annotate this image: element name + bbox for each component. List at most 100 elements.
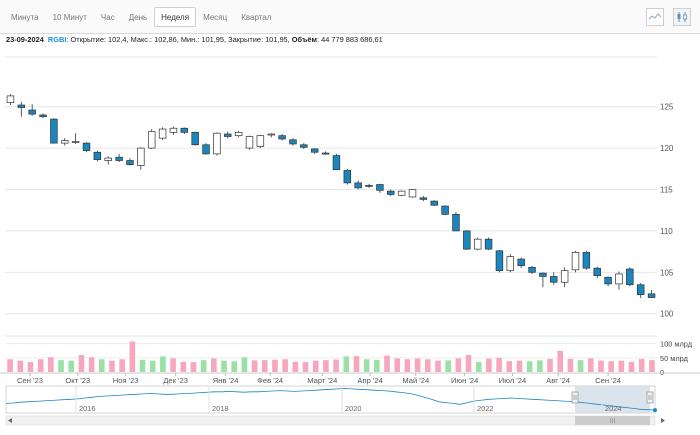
candle[interactable] [202,143,210,155]
volume-bar[interactable] [506,361,513,372]
volume-bar[interactable] [7,359,13,372]
candle[interactable] [147,129,156,149]
candle[interactable] [71,133,80,144]
candle[interactable] [473,237,482,250]
volume-bar[interactable] [302,362,309,372]
volume-bar[interactable] [27,362,34,372]
candle[interactable] [17,101,26,117]
volume-bar[interactable] [190,362,197,372]
volume-bar[interactable] [516,360,523,372]
volume-bar[interactable] [312,360,319,372]
volume-bar[interactable] [272,359,278,372]
volume-bar[interactable] [537,360,543,372]
candle[interactable] [213,132,221,156]
volume-bar[interactable] [292,361,299,372]
volume-bar[interactable] [475,362,482,372]
volume-bar[interactable] [241,357,248,372]
candle[interactable] [517,257,525,269]
volume-bar[interactable] [37,359,44,372]
candle[interactable] [50,118,58,144]
volume-bar[interactable] [333,359,339,372]
candle[interactable] [550,272,558,285]
candle[interactable] [539,272,547,288]
candle[interactable] [267,133,275,138]
volume-bar[interactable] [384,355,390,372]
candle[interactable] [256,134,265,149]
volume-bar[interactable] [98,359,105,372]
navigator-selection[interactable] [575,386,650,413]
tab-quarter[interactable]: Квартал [241,13,272,22]
candle[interactable] [93,150,102,162]
volume-bar[interactable] [261,360,268,372]
volume-bar[interactable] [608,361,614,372]
candle[interactable] [158,127,167,140]
candle[interactable] [452,211,460,232]
candle[interactable] [39,113,47,119]
volume-bar[interactable] [180,361,187,372]
navigator-left-handle[interactable] [571,391,579,404]
candle[interactable] [6,94,15,106]
candle[interactable] [593,266,601,279]
candle[interactable] [582,250,591,270]
volume-bar[interactable] [170,358,176,372]
candle[interactable] [528,265,536,274]
candle[interactable] [604,276,612,287]
volume-bar[interactable] [567,358,574,372]
volume-bar[interactable] [160,356,166,372]
tab-minute[interactable]: Минута [11,13,39,22]
scroll-right-arrow-icon[interactable] [661,418,665,423]
candle[interactable] [397,190,406,197]
candle[interactable] [321,151,330,155]
candle[interactable] [626,267,634,287]
candle[interactable] [28,104,36,116]
candle[interactable] [234,130,243,138]
tab-hour[interactable]: Час [100,13,115,22]
volume-bar[interactable] [496,357,502,372]
volume-bar[interactable] [374,359,380,372]
volume-bar[interactable] [343,356,350,372]
candle[interactable] [61,138,69,146]
candle[interactable] [636,283,645,298]
volume-bar[interactable] [211,358,217,372]
volume-bar[interactable] [88,357,95,372]
volume-bar[interactable] [598,360,604,372]
volume-bar[interactable] [577,360,584,372]
volume-bar[interactable] [221,360,227,372]
tab-day[interactable]: День [128,13,148,22]
volume-bar[interactable] [486,358,492,372]
volume-bar[interactable] [404,359,411,372]
volume-bar[interactable] [353,356,360,372]
candle[interactable] [615,271,623,290]
volume-bar[interactable] [48,357,54,372]
candle[interactable] [430,200,438,207]
candle[interactable] [224,131,232,139]
candle[interactable] [191,131,199,146]
candle[interactable] [82,142,91,153]
volume-bar[interactable] [587,358,594,372]
navigator-right-handle[interactable] [646,391,654,404]
volume-bar[interactable] [231,361,238,372]
candle[interactable] [126,158,134,166]
volume-bar[interactable] [363,359,370,372]
candle[interactable] [387,189,395,197]
candlestick-chart-button[interactable] [673,8,691,26]
candle[interactable] [137,147,145,170]
candle[interactable] [332,153,341,170]
volume-bar[interactable] [649,360,655,372]
candle[interactable] [419,196,428,202]
volume-bar[interactable] [414,358,421,372]
candle[interactable] [376,183,384,193]
volume-bar[interactable] [58,360,64,372]
candle[interactable] [441,205,449,216]
candle[interactable] [310,148,319,154]
candle[interactable] [463,230,471,250]
candle[interactable] [571,250,580,273]
volume-bar[interactable] [78,355,85,372]
volume-bar[interactable] [465,355,472,372]
volume-bar[interactable] [68,360,75,372]
volume-bar[interactable] [282,359,288,372]
volume-bar[interactable] [455,358,462,372]
candle[interactable] [495,249,504,273]
candle[interactable] [408,189,417,198]
candle[interactable] [180,127,189,135]
